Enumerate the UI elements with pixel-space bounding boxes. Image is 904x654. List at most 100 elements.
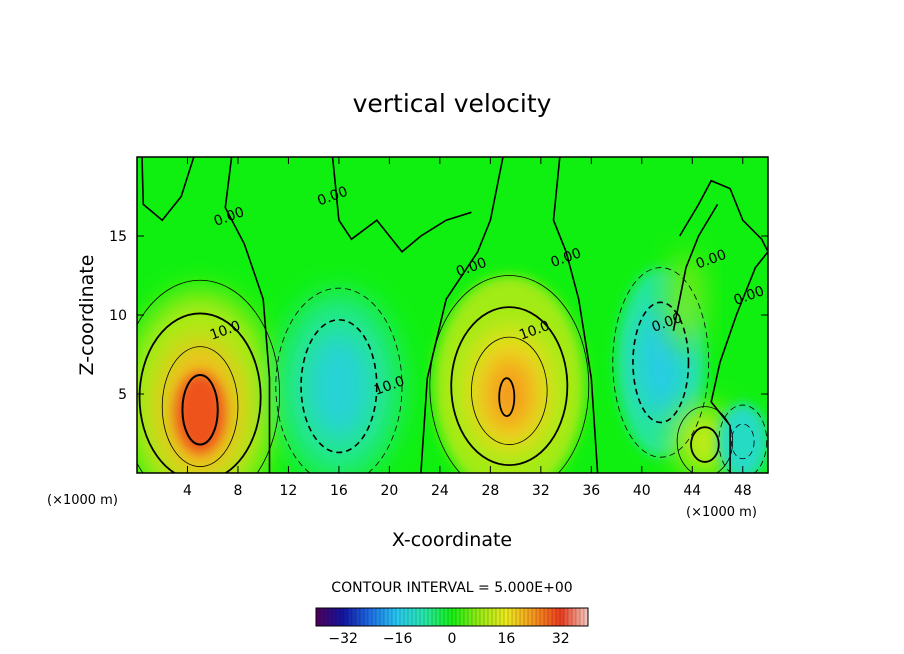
x-tick-label: 36 (582, 483, 600, 499)
x-unit-left: (×1000 m) (47, 493, 118, 508)
colorbar-tick-label: 0 (448, 631, 457, 647)
colorbar: −32 −16 0 16 32 (315, 607, 589, 647)
contour-line (676, 406, 734, 473)
zero-contour (679, 179, 768, 253)
colorbar-swatch (448, 608, 453, 626)
colorbar-swatch (324, 608, 329, 626)
heat-cell (486, 356, 533, 432)
colorbar-swatch (396, 608, 401, 626)
zero-contour (710, 251, 768, 473)
colorbar-swatch (404, 608, 409, 626)
colorbar-swatch (576, 608, 581, 626)
colorbar-swatch (376, 608, 381, 626)
colorbar-swatch (352, 608, 357, 626)
colorbar-swatch (484, 608, 489, 626)
contour-line (450, 306, 569, 467)
colorbar-swatch (340, 608, 345, 626)
colorbar-swatch (568, 608, 573, 626)
x-unit-right: (×1000 m) (686, 505, 757, 520)
contour-line (138, 312, 262, 473)
chart-title: vertical velocity (353, 89, 552, 118)
colorbar-tick-label: 16 (497, 631, 515, 647)
colorbar-swatch (516, 608, 521, 626)
contour-line (275, 287, 403, 473)
zero-contour (552, 157, 599, 473)
zero-contour (224, 157, 271, 473)
x-tick-label: 12 (280, 483, 298, 499)
colorbar-swatch (456, 608, 461, 626)
heat-cell (635, 307, 686, 418)
contour-line (498, 377, 516, 418)
colorbar-swatch (328, 608, 333, 626)
colorbar-swatch (480, 608, 485, 626)
zero-contour (331, 157, 472, 253)
zero-contour (672, 203, 719, 331)
colorbar-swatch (564, 608, 569, 626)
colorbar-swatch (364, 608, 369, 626)
colorbar-swatch (548, 608, 553, 626)
colorbar-swatch (428, 608, 433, 626)
contour-lines (137, 157, 768, 473)
contour-line (137, 279, 280, 473)
x-tick-label: 28 (481, 483, 499, 499)
y-tick-label: 10 (109, 308, 127, 324)
colorbar-swatch (476, 608, 481, 626)
colorbar-swatch (464, 608, 469, 626)
colorbar-swatch (468, 608, 473, 626)
colorbar-swatch (540, 608, 545, 626)
colorbar-swatch (356, 608, 361, 626)
colorbar-swatch (508, 608, 513, 626)
colorbar-swatch (524, 608, 529, 626)
x-tick-label: 16 (330, 483, 348, 499)
contour-line (181, 374, 219, 446)
colorbar-swatch (344, 608, 349, 626)
colorbar-swatch (380, 608, 385, 626)
colorbar-swatch (552, 608, 557, 626)
colorbar-swatch (372, 608, 377, 626)
colorbar-tick-label: −16 (383, 631, 413, 647)
contour-interval-text: CONTOUR INTERVAL = 5.000E+00 (331, 580, 572, 596)
colorbar-swatch (496, 608, 501, 626)
zero-contour (141, 157, 195, 222)
colorbar-swatch (320, 608, 325, 626)
colorbar-tick-label: 32 (552, 631, 570, 647)
zero-contour (420, 157, 504, 473)
colorbar-swatch (520, 608, 525, 626)
colorbar-swatch (532, 608, 537, 626)
colorbar-swatch (416, 608, 421, 626)
contour-line (632, 301, 690, 424)
colorbar-swatch (384, 608, 389, 626)
colorbar-swatch (444, 608, 449, 626)
colorbar-swatch (424, 608, 429, 626)
x-axis-ticks: 4 8 12 16 20 24 28 32 36 40 44 48 (183, 157, 752, 499)
heatmap-field (137, 251, 768, 473)
colorbar-swatch (332, 608, 337, 626)
x-tick-label: 44 (683, 483, 701, 499)
contour-line (718, 404, 768, 473)
colorbar-swatch (536, 608, 541, 626)
y-axis-label: Z-coordinate (76, 255, 98, 376)
contour-line (471, 336, 548, 445)
colorbar-swatch (572, 608, 577, 626)
colorbar-swatch (460, 608, 465, 626)
x-tick-label: 4 (183, 483, 192, 499)
contour-line (731, 423, 755, 460)
colorbar-swatch (436, 608, 441, 626)
plot-area (137, 157, 768, 473)
colorbar-swatch (392, 608, 397, 626)
colorbar-swatch (360, 608, 365, 626)
heat-cell (306, 330, 372, 442)
y-axis-ticks: 5 10 15 (109, 229, 768, 403)
colorbar-swatch (472, 608, 477, 626)
colorbar-swatch (400, 608, 405, 626)
contour-line (161, 346, 239, 468)
colorbar-swatch (500, 608, 505, 626)
colorbar-swatch (544, 608, 549, 626)
y-tick-label: 5 (118, 387, 127, 403)
colorbar-swatch (580, 608, 585, 626)
colorbar-swatch (408, 608, 413, 626)
x-tick-label: 24 (431, 483, 449, 499)
contour-line (429, 275, 590, 473)
contour-line (300, 318, 378, 454)
